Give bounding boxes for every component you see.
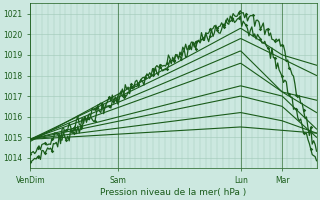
X-axis label: Pression niveau de la mer( hPa ): Pression niveau de la mer( hPa ) xyxy=(100,188,247,197)
